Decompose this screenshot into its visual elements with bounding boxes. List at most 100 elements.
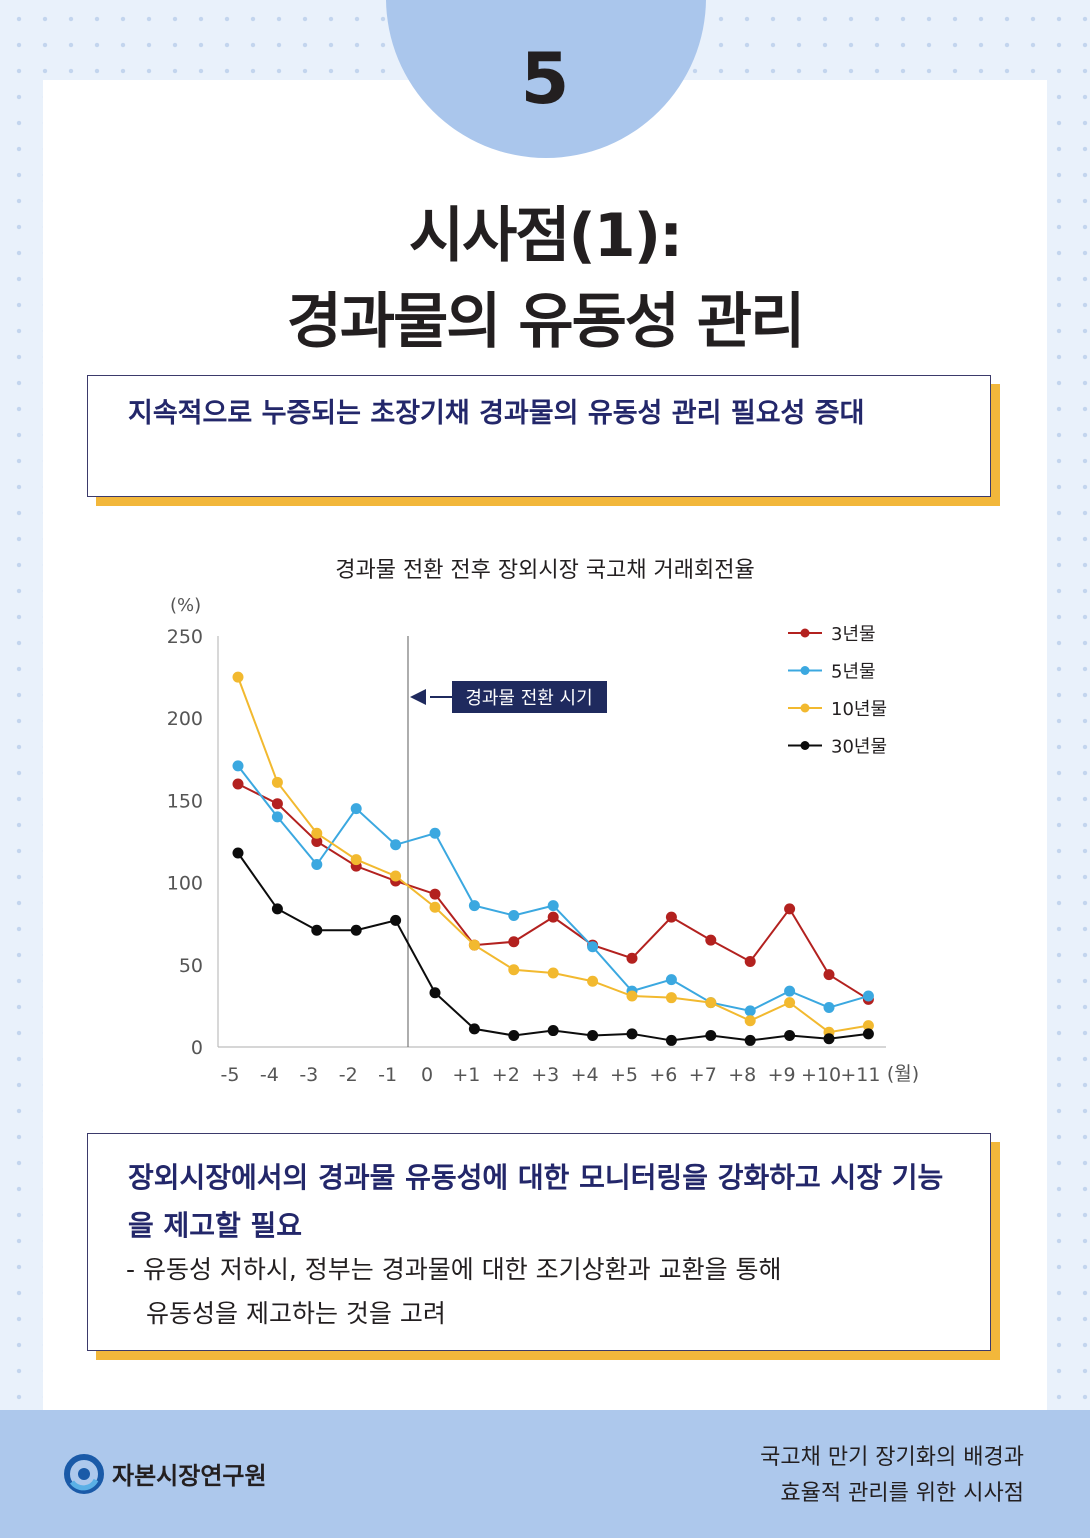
- x-tick-label: +1: [452, 1064, 480, 1086]
- data-point-5년물: [784, 985, 796, 997]
- data-point-3년물: [429, 888, 441, 900]
- data-point-3년물: [508, 936, 520, 948]
- x-tick-label: +6: [649, 1064, 677, 1086]
- y-tick-label: 200: [167, 708, 203, 730]
- data-point-30년물: [665, 1034, 677, 1046]
- x-tick-label: +9: [768, 1064, 796, 1086]
- y-tick-label: 50: [179, 955, 203, 977]
- data-point-3년물: [823, 969, 835, 981]
- x-tick-label: +3: [531, 1064, 559, 1086]
- data-point-30년물: [468, 1023, 480, 1035]
- y-tick-label: 0: [191, 1037, 203, 1059]
- recommendation-bullet: - 유동성 저하시, 정부는 경과물에 대한 조기상환과 교환을 통해 유동성을…: [126, 1248, 966, 1336]
- x-tick-label: -3: [299, 1064, 318, 1086]
- page-title-line2: 경과물의 유동성 관리: [286, 287, 806, 357]
- data-point-3년물: [744, 956, 756, 968]
- section-number: 5: [520, 38, 570, 120]
- data-point-30년물: [626, 1028, 638, 1040]
- series-line-3년물: [237, 783, 869, 1001]
- data-point-10년물: [508, 964, 520, 976]
- chart-title: 경과물 전환 전후 장외시장 국고채 거래회전율: [335, 558, 755, 583]
- x-tick-label: +8: [728, 1064, 756, 1086]
- data-point-5년물: [311, 859, 323, 871]
- x-tick-label: 0: [421, 1064, 433, 1086]
- data-point-10년물: [547, 967, 559, 979]
- x-tick-label: +2: [492, 1064, 520, 1086]
- x-tick-label: +10: [801, 1064, 841, 1086]
- data-point-5년물: [232, 760, 244, 772]
- x-tick-label: +11: [840, 1064, 880, 1086]
- data-point-10년물: [665, 992, 677, 1004]
- data-point-10년물: [626, 990, 638, 1002]
- x-tick-label: +7: [689, 1064, 717, 1086]
- bullet-line-2: 유동성을 제고하는 것을 고려: [146, 1299, 446, 1328]
- annotation-arrow-head: [410, 689, 426, 705]
- report-title: 국고채 만기 장기화의 배경과 효율적 관리를 위한 시사점: [760, 1440, 1024, 1512]
- data-point-5년물: [271, 811, 283, 823]
- data-point-10년물: [468, 939, 480, 951]
- legend-label: 5년물: [831, 662, 876, 683]
- x-tick-label: +4: [571, 1064, 599, 1086]
- x-axis-unit-label: (월): [887, 1063, 919, 1085]
- legend-label: 10년물: [831, 699, 887, 720]
- data-point-30년물: [547, 1025, 559, 1037]
- x-tick-label: -4: [260, 1064, 279, 1086]
- page-title-line1: 시사점(1):: [408, 201, 683, 271]
- data-point-10년물: [862, 1020, 874, 1032]
- recommendation-heading: 장외시장에서의 경과물 유동성에 대한 모니터링을 강화하고 시장 기능을 제고…: [128, 1161, 944, 1242]
- legend-marker-3년물: [800, 628, 810, 638]
- key-point-box: 지속적으로 누증되는 초장기채 경과물의 유동성 관리 필요성 증대: [87, 375, 991, 497]
- data-point-10년물: [784, 997, 796, 1009]
- data-point-5년물: [862, 990, 874, 1002]
- data-point-3년물: [547, 911, 559, 923]
- data-point-3년물: [705, 934, 717, 946]
- report-title-line1: 국고채 만기 장기화의 배경과: [760, 1445, 1024, 1470]
- legend-label: 3년물: [831, 624, 876, 645]
- data-point-10년물: [429, 901, 441, 913]
- data-point-10년물: [232, 671, 244, 683]
- data-point-5년물: [823, 1002, 835, 1014]
- data-point-5년물: [390, 839, 402, 851]
- data-point-5년물: [508, 909, 520, 921]
- data-point-30년물: [271, 903, 283, 915]
- data-point-30년물: [705, 1029, 717, 1041]
- data-point-30년물: [508, 1029, 520, 1041]
- data-point-5년물: [429, 827, 441, 839]
- data-point-3년물: [271, 798, 283, 810]
- y-tick-label: 250: [167, 626, 203, 648]
- data-point-3년물: [311, 836, 323, 847]
- data-point-5년물: [587, 941, 599, 953]
- data-point-5년물: [665, 974, 677, 986]
- legend-label: 30년물: [831, 737, 887, 758]
- data-point-10년물: [390, 870, 402, 882]
- data-point-10년물: [744, 1015, 756, 1027]
- data-point-5년물: [468, 900, 480, 912]
- data-point-30년물: [350, 924, 362, 936]
- x-tick-label: -2: [339, 1064, 358, 1086]
- y-axis-unit-label: (%): [170, 595, 201, 616]
- key-point-text: 지속적으로 누증되는 초장기채 경과물의 유동성 관리 필요성 증대: [128, 398, 865, 429]
- data-point-30년물: [311, 924, 323, 936]
- recommendation-box: 장외시장에서의 경과물 유동성에 대한 모니터링을 강화하고 시장 기능을 제고…: [87, 1133, 991, 1351]
- annotation-label: 경과물 전환 시기: [465, 688, 592, 709]
- data-point-10년물: [271, 776, 283, 788]
- data-point-30년물: [862, 1028, 874, 1040]
- series-line-10년물: [237, 676, 869, 1034]
- data-point-30년물: [823, 1033, 835, 1045]
- data-point-30년물: [390, 914, 402, 926]
- data-point-5년물: [350, 803, 362, 815]
- data-point-10년물: [705, 997, 717, 1009]
- data-point-5년물: [744, 1005, 756, 1017]
- report-title-line2: 효율적 관리를 위한 시사점: [780, 1481, 1024, 1506]
- y-tick-label: 150: [167, 790, 203, 812]
- kcmi-logo-icon: [64, 1454, 104, 1494]
- data-point-10년물: [587, 975, 599, 987]
- data-point-3년물: [784, 903, 796, 915]
- data-point-3년물: [665, 911, 677, 923]
- x-tick-label: +5: [610, 1064, 638, 1086]
- series-line-30년물: [237, 852, 869, 1042]
- data-point-10년물: [311, 827, 323, 839]
- data-point-5년물: [547, 900, 559, 912]
- x-tick-label: -5: [221, 1064, 240, 1086]
